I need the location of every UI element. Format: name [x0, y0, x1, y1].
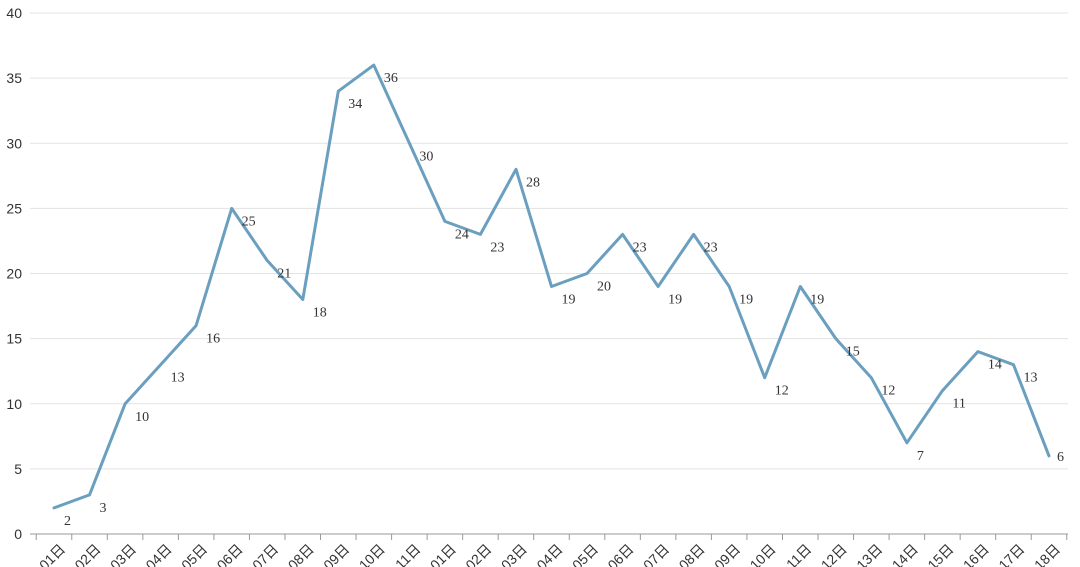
data-label: 36 [384, 71, 398, 86]
data-label: 19 [668, 293, 682, 308]
data-label: 15 [846, 345, 860, 360]
x-tick-label: 15日 [924, 541, 956, 567]
data-label: 19 [562, 293, 576, 308]
x-tick-label: 11日 [783, 541, 814, 567]
x-tick-label: 11日 [392, 541, 423, 567]
data-label: 23 [490, 240, 504, 255]
data-label: 13 [1023, 371, 1037, 386]
data-label: 19 [739, 293, 753, 308]
gridlines [30, 12, 1068, 470]
x-tick-label: 12日 [818, 541, 850, 567]
x-tick-label: 04日 [533, 541, 565, 567]
x-tick-label: 18日 [1031, 541, 1063, 567]
data-label: 23 [704, 240, 718, 255]
x-tick-label: 06日 [214, 541, 246, 567]
y-tick-label: 25 [6, 200, 22, 216]
x-tick-label: 05日 [178, 541, 210, 567]
x-tick-label: 10日 [747, 541, 779, 567]
y-tick-label: 35 [6, 70, 22, 86]
data-labels: 2310131625211834363024232819202319231912… [64, 71, 1064, 529]
data-label: 34 [348, 97, 362, 112]
x-tick-label: 06日 [604, 541, 636, 567]
x-tick-label: 08日 [676, 541, 708, 567]
data-label: 20 [597, 280, 611, 295]
data-label: 19 [810, 293, 824, 308]
x-tick-label: 14日 [889, 541, 921, 567]
y-tick-label: 30 [6, 135, 22, 151]
data-label: 16 [206, 332, 220, 347]
y-tick-label: 10 [6, 396, 22, 412]
data-label: 3 [100, 501, 107, 516]
data-label: 18 [313, 306, 327, 321]
x-tick-label: 03日 [107, 541, 139, 567]
data-label: 6 [1057, 450, 1064, 465]
data-label: 13 [171, 371, 185, 386]
series-line [52, 63, 1051, 510]
x-tick-label: 01日 [36, 541, 68, 567]
x-tick-label: 01日 [427, 541, 459, 567]
x-tick-label: 03日 [498, 541, 530, 567]
data-label: 12 [775, 384, 789, 399]
x-tick-label: 09日 [711, 541, 743, 567]
x-tick-label: 05日 [569, 541, 601, 567]
x-tick-label: 09日 [320, 541, 352, 567]
y-tick-label: 0 [14, 526, 22, 542]
x-tick-label: 17日 [995, 541, 1027, 567]
y-tick-label: 5 [14, 461, 22, 477]
data-label: 14 [988, 358, 1002, 373]
data-series [52, 63, 1051, 510]
data-label: 7 [917, 449, 924, 464]
x-tick-label: 02日 [462, 541, 494, 567]
y-tick-label: 15 [6, 331, 22, 347]
x-tick-label: 04日 [142, 541, 174, 567]
data-label: 11 [952, 397, 965, 412]
data-label: 25 [242, 214, 256, 229]
data-label: 28 [526, 175, 540, 190]
x-tick-label: 13日 [853, 541, 885, 567]
data-label: 21 [277, 266, 291, 281]
y-tick-label: 20 [6, 266, 22, 282]
x-tick-label: 07日 [249, 541, 281, 567]
x-tick-label: 07日 [640, 541, 672, 567]
data-label: 24 [455, 227, 469, 242]
x-tick-label: 02日 [71, 541, 103, 567]
data-label: 30 [419, 149, 433, 164]
y-tick-label: 40 [6, 5, 22, 21]
x-tick-label: 08日 [285, 541, 317, 567]
data-label: 12 [881, 384, 895, 399]
data-label: 10 [135, 410, 149, 425]
x-tick-label: 16日 [960, 541, 992, 567]
data-label: 23 [633, 240, 647, 255]
x-tick-label: 10日 [356, 541, 388, 567]
data-label: 2 [64, 514, 71, 529]
